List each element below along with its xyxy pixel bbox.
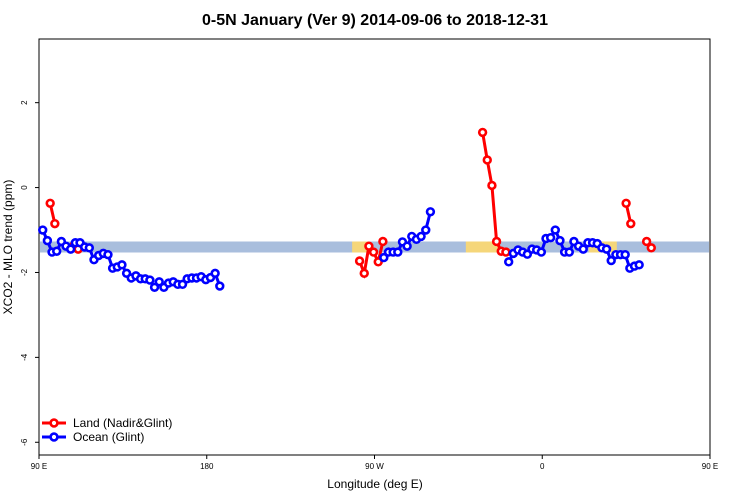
- data-point: [487, 180, 497, 191]
- legend-marker: [49, 418, 59, 428]
- data-point: [501, 247, 511, 257]
- legend: Land (Nadir&Glint)Ocean (Glint): [42, 416, 172, 444]
- y-tick-label: 2: [20, 100, 29, 105]
- data-point: [606, 255, 616, 266]
- data-point: [393, 247, 403, 257]
- x-axis-label: Longitude (deg E): [327, 477, 422, 491]
- x-tick-label: 0: [540, 462, 545, 471]
- y-tick-label: -2: [20, 268, 29, 276]
- series-line: [481, 132, 507, 254]
- data-point: [402, 241, 412, 251]
- x-tick-label: 180: [200, 462, 214, 471]
- data-point: [416, 231, 426, 242]
- data-point: [620, 249, 630, 260]
- data-point: [368, 247, 379, 257]
- data-point: [145, 275, 155, 285]
- data-point: [149, 282, 160, 293]
- data-point: [641, 236, 652, 247]
- y-tick-label: 0: [20, 185, 29, 190]
- data-point: [491, 236, 502, 247]
- data-point: [52, 246, 62, 256]
- data-point: [359, 268, 369, 279]
- x-axis: 90 E 180 90 W 0 90 E: [31, 455, 718, 471]
- data-point: [504, 257, 514, 267]
- data-point: [555, 235, 565, 246]
- data-point: [65, 244, 76, 254]
- data-point: [536, 247, 547, 257]
- y-tick-label: -4: [20, 353, 29, 361]
- data-point: [38, 225, 48, 235]
- legend-marker: [49, 432, 59, 442]
- data-point: [364, 241, 374, 251]
- data-point: [117, 260, 127, 270]
- y-axis-label: XCO2 - MLO trend (ppm): [1, 180, 15, 315]
- data-point: [621, 198, 631, 208]
- data-point: [215, 281, 225, 291]
- x-tick-label: 90 E: [702, 462, 718, 471]
- data-point: [477, 127, 488, 138]
- data-point: [354, 256, 365, 266]
- data-point: [210, 268, 220, 279]
- data-point: [550, 225, 560, 235]
- data-point: [601, 244, 612, 254]
- data-point: [425, 207, 436, 217]
- x-tick-label: 90 E: [31, 462, 47, 471]
- data-point: [564, 247, 574, 257]
- y-tick-label: -6: [20, 438, 29, 446]
- legend-label: Ocean (Glint): [73, 430, 144, 444]
- data-point: [84, 243, 95, 253]
- data-point: [154, 277, 164, 287]
- legend-label: Land (Nadir&Glint): [73, 416, 172, 430]
- data-point: [50, 218, 60, 229]
- y-axis: -6 -4 -2 0 2: [20, 100, 39, 446]
- data-point: [646, 243, 656, 253]
- data-point: [378, 236, 388, 247]
- data-point: [45, 198, 55, 208]
- series: [38, 207, 644, 293]
- x-tick-label: 90 W: [365, 462, 384, 471]
- data-point: [578, 244, 588, 254]
- data-point: [482, 155, 492, 165]
- data-point: [634, 260, 644, 270]
- data-point: [421, 225, 431, 235]
- data-point: [42, 235, 53, 246]
- data-point: [103, 249, 113, 260]
- data-point: [379, 252, 389, 263]
- series-layer: [38, 127, 656, 293]
- data-point: [545, 232, 556, 243]
- data-point: [626, 218, 636, 229]
- data-point: [177, 279, 188, 290]
- chart-title: 0-5N January (Ver 9) 2014-09-06 to 2018-…: [202, 12, 548, 29]
